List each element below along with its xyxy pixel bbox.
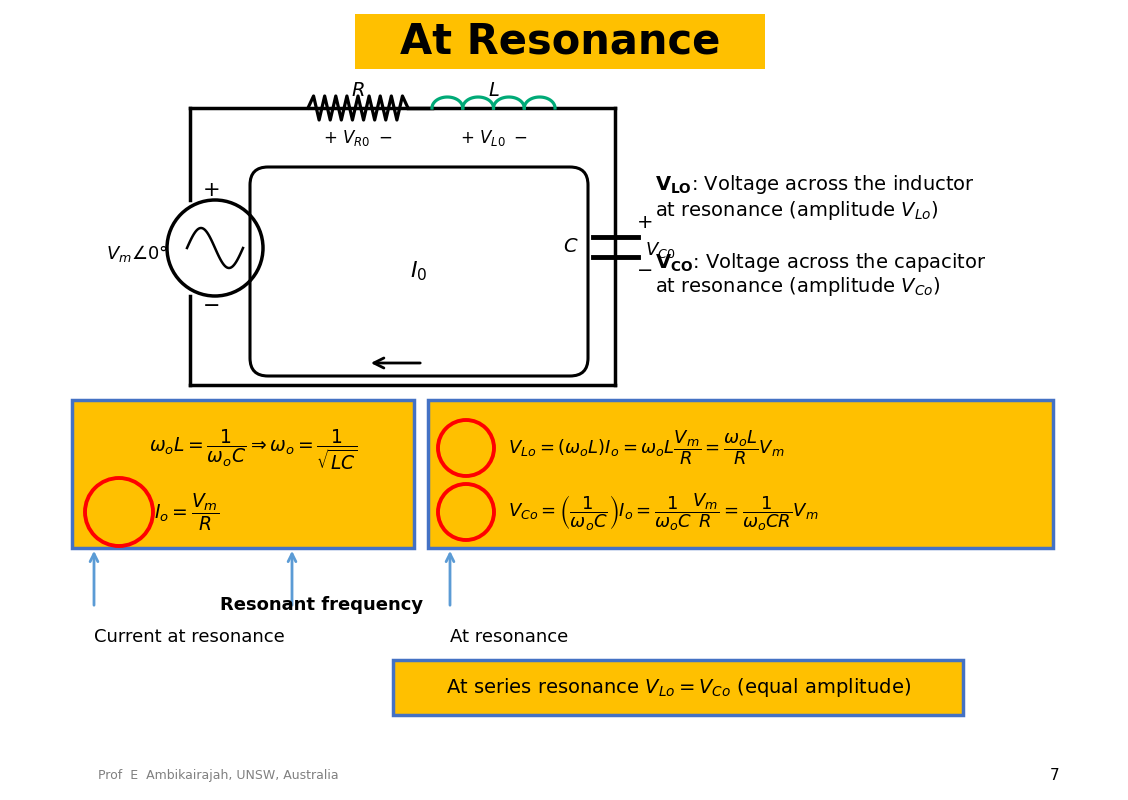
Text: Prof  E  Ambikairajah, UNSW, Australia: Prof E Ambikairajah, UNSW, Australia xyxy=(98,769,338,782)
Text: +: + xyxy=(636,213,653,232)
Text: At resonance: At resonance xyxy=(450,628,569,646)
Text: $+\ V_{L0}\ -$: $+\ V_{L0}\ -$ xyxy=(459,128,528,148)
FancyBboxPatch shape xyxy=(72,400,414,548)
Text: R: R xyxy=(351,81,364,99)
Text: $V_{Co} = \left(\dfrac{1}{\omega_o C}\right)I_o = \dfrac{1}{\omega_o C}\dfrac{V_: $V_{Co} = \left(\dfrac{1}{\omega_o C}\ri… xyxy=(508,491,819,533)
Text: L: L xyxy=(488,81,499,99)
Text: $I_0$: $I_0$ xyxy=(411,260,428,283)
Text: $V_m\angle 0°$: $V_m\angle 0°$ xyxy=(106,242,168,263)
Text: −: − xyxy=(203,296,221,316)
Text: At series resonance $V_{Lo} = V_{Co}$ (equal amplitude): At series resonance $V_{Lo} = V_{Co}$ (e… xyxy=(446,676,910,699)
Text: 7: 7 xyxy=(1050,767,1060,782)
FancyBboxPatch shape xyxy=(393,660,963,715)
Text: At Resonance: At Resonance xyxy=(399,21,720,62)
Text: $\omega_o L = \dfrac{1}{\omega_o C} \Rightarrow \omega_o = \dfrac{1}{\sqrt{LC}}$: $\omega_o L = \dfrac{1}{\omega_o C} \Rig… xyxy=(149,428,358,472)
Text: $\mathbf{V_{LO}}$: Voltage across the inductor: $\mathbf{V_{LO}}$: Voltage across the in… xyxy=(655,174,975,197)
Text: $I_o = \dfrac{V_m}{R}$: $I_o = \dfrac{V_m}{R}$ xyxy=(155,491,220,533)
Text: $\mathbf{V_{CO}}$: Voltage across the capacitor: $\mathbf{V_{CO}}$: Voltage across the ca… xyxy=(655,250,986,274)
Text: at resonance (amplitude $V_{Lo}$): at resonance (amplitude $V_{Lo}$) xyxy=(655,198,938,222)
Text: Current at resonance: Current at resonance xyxy=(94,628,284,646)
Text: +: + xyxy=(203,180,221,200)
Text: $+\ V_{R0}\ -$: $+\ V_{R0}\ -$ xyxy=(324,128,393,148)
FancyBboxPatch shape xyxy=(428,400,1054,548)
Text: $V_{C0}$: $V_{C0}$ xyxy=(645,239,676,259)
Text: $V_{Lo} = (\omega_o L)I_o = \omega_o L\dfrac{V_m}{R} = \dfrac{\omega_o L}{R}V_m$: $V_{Lo} = (\omega_o L)I_o = \omega_o L\d… xyxy=(508,429,785,467)
Text: at resonance (amplitude $V_{Co}$): at resonance (amplitude $V_{Co}$) xyxy=(655,275,941,298)
Text: −: − xyxy=(637,261,653,280)
Text: C: C xyxy=(563,237,578,256)
Text: Resonant frequency: Resonant frequency xyxy=(220,596,423,614)
FancyBboxPatch shape xyxy=(355,14,765,69)
